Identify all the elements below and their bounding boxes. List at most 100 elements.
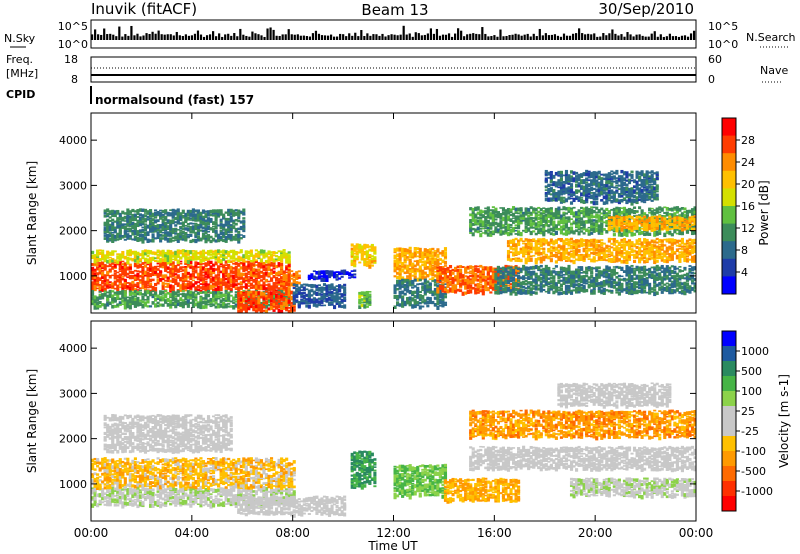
range-cell: [506, 274, 511, 279]
range-cell: [106, 286, 110, 289]
range-cell: [539, 273, 543, 276]
range-cell: [423, 266, 427, 270]
range-cell: [353, 261, 357, 266]
range-cell: [219, 209, 223, 213]
range-cell: [534, 258, 538, 263]
range-cell: [587, 249, 591, 252]
range-cell: [438, 284, 442, 289]
range-cell: [625, 281, 629, 285]
range-cell: [557, 255, 561, 259]
range-cell: [174, 298, 178, 303]
range-cell: [398, 271, 402, 276]
range-cell: [403, 283, 407, 287]
range-cell: [368, 264, 372, 269]
range-cell: [252, 255, 256, 260]
range-cell: [181, 232, 185, 235]
range-cell: [174, 281, 178, 286]
range-cell: [161, 226, 165, 232]
range-cell: [217, 265, 221, 270]
range-cell: [688, 238, 692, 241]
range-cell: [186, 295, 190, 298]
range-cell: [557, 244, 561, 249]
range-cell: [191, 295, 195, 299]
range-cell: [285, 271, 289, 274]
range-cell: [292, 294, 296, 298]
range-cell: [396, 266, 400, 271]
range-cell: [575, 254, 579, 257]
range-cell: [355, 256, 359, 261]
range-cell: [138, 274, 143, 278]
range-cell: [506, 244, 511, 248]
range-cell: [161, 281, 165, 286]
range-cell: [148, 227, 153, 231]
range-cell: [506, 249, 511, 255]
range-cell: [201, 271, 206, 274]
range-cell: [396, 275, 400, 280]
range-cell: [527, 271, 531, 276]
range-cell: [148, 291, 153, 294]
range-cell: [423, 252, 427, 257]
range-cell: [136, 282, 140, 287]
range-cell: [292, 291, 296, 296]
range-cell: [169, 284, 173, 289]
range-cell: [133, 214, 137, 218]
range-cell: [174, 228, 178, 231]
range-cell: [272, 296, 276, 301]
range-cell: [179, 262, 183, 265]
range-cell: [587, 276, 591, 281]
range-cell: [267, 265, 271, 270]
range-cell: [123, 286, 127, 290]
range-cell: [587, 247, 591, 250]
range-cell: [486, 287, 490, 289]
range-cell: [360, 246, 364, 252]
range-cell: [209, 278, 213, 282]
range-cell: [164, 236, 168, 241]
range-cell: [489, 277, 493, 280]
range-cell: [491, 275, 495, 279]
range-cell: [600, 251, 604, 255]
range-cell: [602, 291, 606, 295]
range-cell: [227, 220, 231, 225]
range-cell: [133, 235, 137, 239]
range-cell: [118, 257, 122, 261]
range-cell: [181, 266, 185, 269]
range-cell: [159, 258, 163, 261]
range-cell: [529, 242, 533, 247]
range-cell: [138, 237, 143, 240]
range-cell: [426, 273, 430, 277]
range-cell: [353, 259, 357, 262]
range-cell: [234, 291, 238, 294]
range-cell: [431, 251, 435, 254]
range-cell: [431, 274, 435, 277]
range-cell: [648, 241, 652, 245]
range-cell: [136, 255, 140, 260]
range-cell: [287, 256, 291, 261]
range-cell: [262, 303, 266, 307]
range-cell: [186, 286, 190, 290]
range-cell: [605, 279, 609, 282]
range-cell: [625, 286, 629, 290]
range-cell: [527, 285, 531, 290]
range-cell: [239, 220, 243, 224]
range-cell: [479, 264, 483, 268]
range-cell: [234, 286, 238, 289]
range-cell: [174, 224, 178, 227]
range-cell: [201, 266, 206, 271]
range-cell: [151, 218, 155, 220]
range-cell: [201, 305, 206, 309]
range-cell: [605, 283, 609, 286]
nsky-bar: [293, 34, 296, 40]
range-cell: [285, 266, 289, 271]
range-cell: [181, 249, 185, 253]
range-cell: [136, 239, 140, 243]
range-cell: [201, 215, 206, 218]
range-cell: [143, 288, 148, 292]
range-cell: [121, 289, 125, 293]
range-cell: [204, 264, 208, 267]
range-cell: [224, 290, 228, 293]
range-cell: [186, 235, 190, 238]
range-cell: [126, 282, 130, 284]
range-cell: [103, 278, 107, 283]
range-cell: [564, 242, 569, 246]
range-cell: [635, 274, 639, 279]
